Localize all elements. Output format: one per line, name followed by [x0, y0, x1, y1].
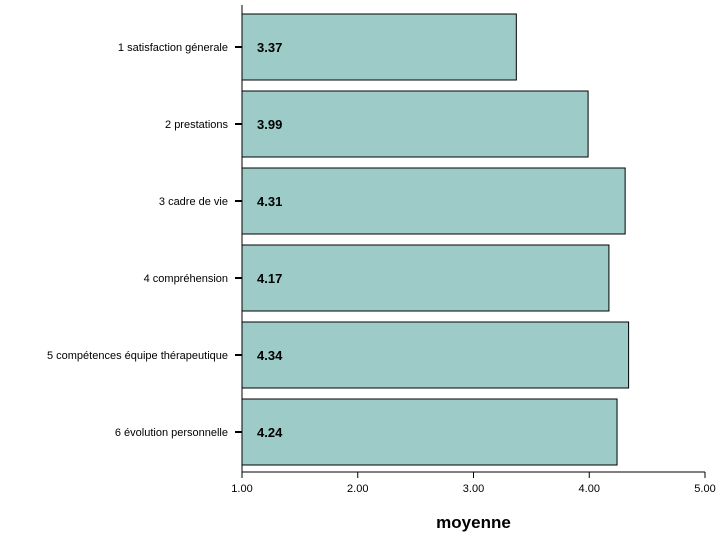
bar [241, 398, 618, 466]
labels-layer: 3.37 1 satisfaction génerale 3.99 2 prestat… [47, 40, 716, 532]
y-tick-label: 3 cadre de vie [159, 196, 228, 208]
x-tick-label: 1.00 [231, 483, 252, 495]
y-tick-label: 6 évolution personnelle [115, 427, 228, 439]
bar-value-label: 3.37 [257, 40, 282, 55]
axes-layer [235, 5, 706, 478]
x-tick-label: 5.00 [694, 483, 715, 495]
bar [241, 321, 630, 389]
y-tick-label: 1 satisfaction génerale [118, 42, 228, 54]
y-tick-label: 4 compréhension [144, 273, 228, 285]
bar [241, 90, 589, 158]
bar [241, 167, 626, 235]
bar-value-label: 4.24 [257, 425, 283, 440]
x-tick-label: 3.00 [463, 483, 484, 495]
bar [241, 13, 517, 81]
x-axis-title: moyenne [436, 513, 511, 532]
y-tick-label: 5 compétences équipe thérapeutique [47, 350, 228, 362]
bar-value-label: 4.31 [257, 194, 282, 209]
bar-value-label: 4.17 [257, 271, 282, 286]
bar-value-label: 4.34 [257, 348, 283, 363]
bars-layer [241, 13, 630, 466]
bar [241, 244, 610, 312]
x-tick-label: 2.00 [347, 483, 368, 495]
y-tick-label: 2 prestations [165, 119, 228, 131]
x-tick-label: 4.00 [579, 483, 600, 495]
bar-value-label: 3.99 [257, 117, 282, 132]
